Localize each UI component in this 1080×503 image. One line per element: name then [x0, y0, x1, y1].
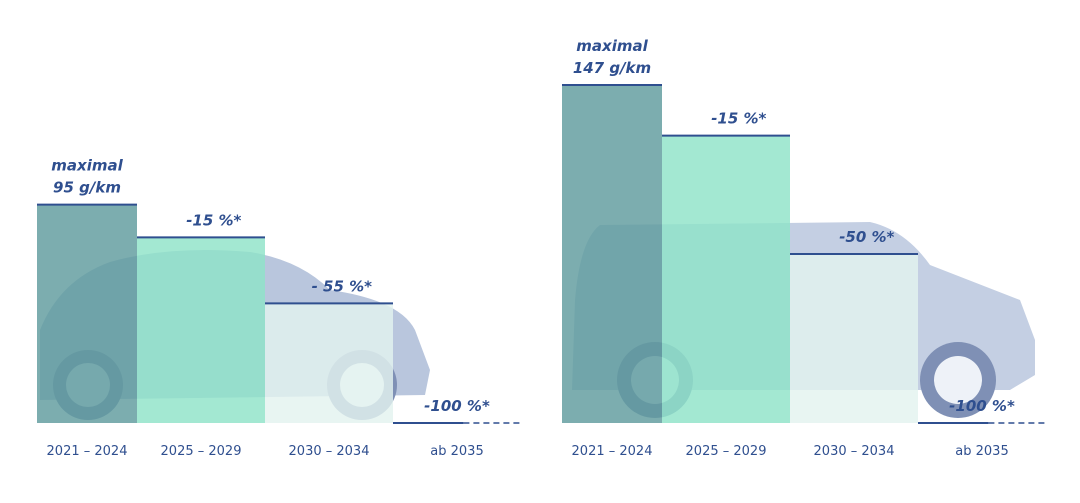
x-tick-label: ab 2035	[955, 444, 1008, 459]
annotation: maximal	[51, 157, 123, 175]
x-tick-label: 2025 – 2029	[161, 444, 242, 459]
bar	[790, 254, 918, 423]
annotation: maximal	[576, 37, 648, 55]
annotation: -100 %*	[424, 397, 490, 415]
annotation: -15 %*	[186, 211, 241, 229]
x-tick-label: 2030 – 2034	[289, 444, 370, 459]
x-tick-label: ab 2035	[430, 444, 483, 459]
x-tick-label: 2025 – 2029	[686, 444, 767, 459]
annotation: 95 g/km	[53, 179, 121, 197]
bar	[137, 237, 265, 423]
x-tick-label: 2021 – 2024	[572, 444, 653, 459]
annotation: 147 g/km	[573, 59, 651, 77]
bar	[265, 303, 393, 423]
annotation: -50 %*	[839, 228, 894, 246]
bar	[562, 85, 662, 423]
annotation: - 55 %*	[312, 277, 373, 295]
x-tick-label: 2030 – 2034	[814, 444, 895, 459]
annotation: -100 %*	[949, 397, 1015, 415]
bar	[37, 204, 137, 423]
x-tick-label: 2021 – 2024	[47, 444, 128, 459]
annotation: -15 %*	[711, 110, 766, 128]
bar	[662, 135, 790, 424]
